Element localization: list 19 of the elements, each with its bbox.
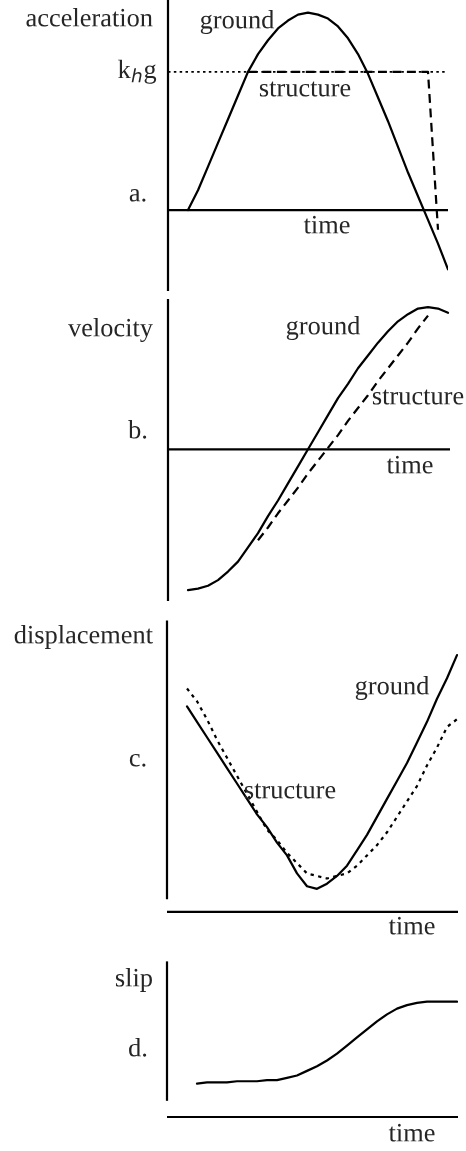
x-axis-title: time (388, 916, 435, 935)
text: b. (128, 420, 147, 439)
text: a. (129, 188, 146, 202)
series-label: ground (286, 316, 361, 340)
x-axis-title: time (303, 215, 350, 234)
series-label: structure (259, 81, 351, 97)
series-label: ground (200, 10, 275, 34)
series-label: ground (355, 676, 430, 700)
text: d. (129, 1038, 147, 1057)
y-axis-title: acceleration (26, 8, 153, 27)
series-label: structure (244, 783, 336, 799)
text: c. (129, 753, 146, 767)
ref-line-label: k$_{h}$g (118, 59, 157, 84)
x-axis-title: time (388, 1123, 435, 1142)
x-axis-title: time (386, 455, 433, 474)
y-axis-title: displacement (14, 625, 153, 649)
y-axis-title: slip (115, 968, 152, 992)
y-axis-title: velocity (67, 318, 153, 342)
series-label: structure (372, 389, 464, 405)
